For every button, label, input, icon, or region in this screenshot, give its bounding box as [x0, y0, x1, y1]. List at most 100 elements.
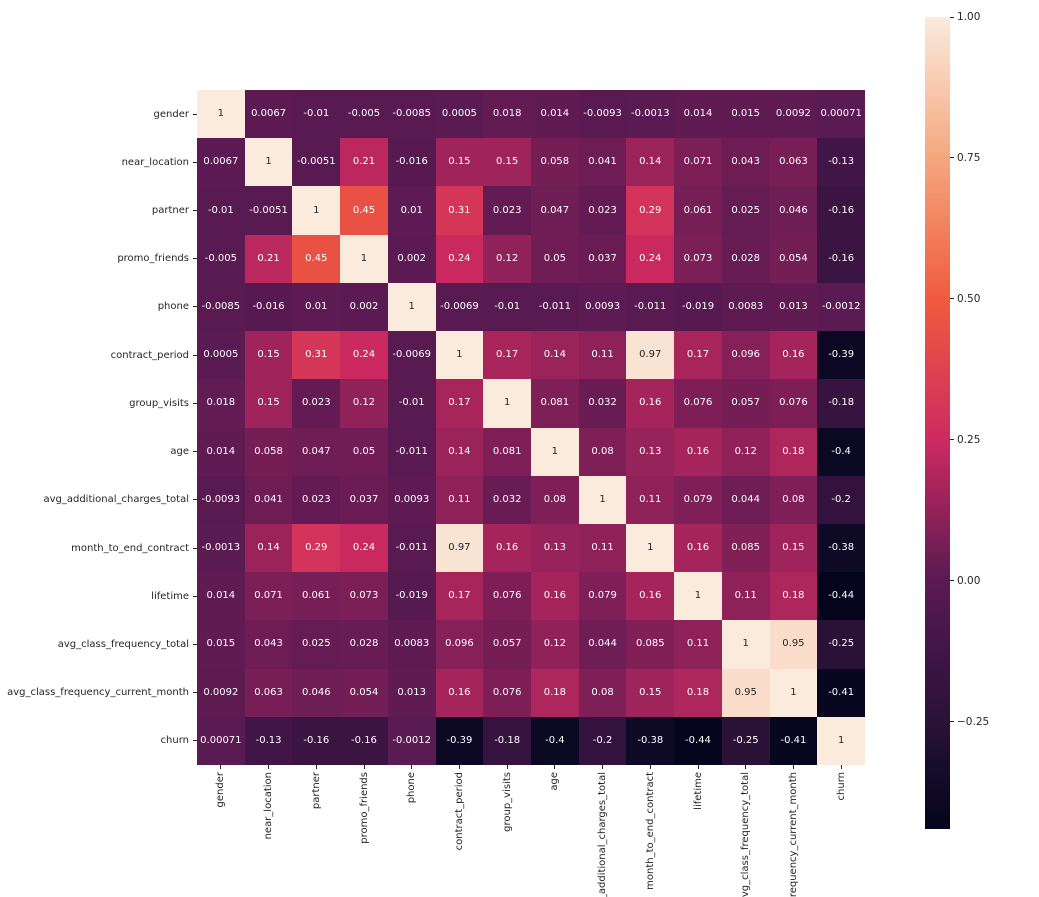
heatmap-cell: 0.16: [626, 379, 675, 428]
heatmap-cell: 0.11: [435, 475, 484, 524]
y-axis-label: avg_class_frequency_current_month: [7, 687, 189, 699]
heatmap-cell: 0.076: [483, 668, 531, 717]
y-axis-label: age: [170, 446, 189, 458]
heatmap-cell: -0.0013: [197, 523, 245, 573]
colorbar-tick-mark: [950, 298, 954, 300]
heatmap-cell: 0.047: [531, 186, 579, 235]
x-tick-mark: [411, 765, 413, 769]
heatmap-cell: -0.005: [197, 234, 245, 283]
heatmap-cell: 0.11: [674, 620, 722, 669]
heatmap-cell: 0.043: [244, 620, 293, 669]
heatmap-cell: 0.081: [483, 427, 531, 476]
heatmap-cell: -0.005: [340, 90, 388, 139]
heatmap-cell: -0.0012: [817, 282, 865, 332]
heatmap-cell: 0.16: [435, 668, 484, 717]
heatmap-cell: 0.24: [340, 331, 388, 380]
heatmap-cell: 0.01: [292, 282, 341, 332]
heatmap-cell: 1: [244, 138, 293, 187]
heatmap-cell: 0.11: [626, 475, 675, 524]
heatmap-cell: 0.16: [483, 523, 531, 573]
colorbar: [925, 17, 950, 829]
heatmap-cell: 0.24: [626, 234, 675, 283]
x-axis-label: churn: [835, 772, 847, 801]
x-axis-label: age: [549, 772, 561, 791]
heatmap-cell: 0.29: [292, 523, 341, 573]
heatmap-cell: -0.0012: [387, 716, 436, 765]
heatmap-cell: 0.014: [197, 572, 245, 621]
heatmap-cell: 0.032: [578, 379, 627, 428]
y-tick-mark: [193, 258, 197, 260]
heatmap-cell: 0.15: [244, 379, 293, 428]
x-tick-mark: [745, 765, 747, 769]
heatmap-cell: 0.14: [626, 138, 675, 187]
heatmap-cell: 0.081: [531, 379, 579, 428]
y-tick-mark: [193, 740, 197, 742]
heatmap-cell: 0.063: [769, 138, 818, 187]
heatmap-cell: 1: [483, 379, 531, 428]
heatmap-cell: 0.076: [769, 379, 818, 428]
heatmap-cell: 0.18: [674, 668, 722, 717]
heatmap-cell: 0.0067: [197, 138, 245, 187]
heatmap-cell: 0.12: [340, 379, 388, 428]
heatmap-cell: 0.014: [197, 427, 245, 476]
heatmap-cell: -0.2: [817, 475, 865, 524]
y-axis-label: group_visits: [129, 397, 189, 409]
heatmap-cell: -0.019: [387, 572, 436, 621]
heatmap-cell: 0.17: [435, 379, 484, 428]
y-tick-mark: [193, 210, 197, 212]
y-tick-mark: [193, 643, 197, 645]
heatmap-cell: 0.096: [435, 620, 484, 669]
heatmap-cell: 0.046: [769, 186, 818, 235]
heatmap-cell: 0.45: [292, 234, 341, 283]
heatmap-cell: -0.18: [817, 379, 865, 428]
heatmap-cell: 0.076: [674, 379, 722, 428]
heatmap-cell: 0.13: [626, 427, 675, 476]
colorbar-tick-mark: [950, 721, 954, 723]
colorbar-tick-label: 0.75: [957, 151, 981, 164]
heatmap-cell: 0.023: [292, 379, 341, 428]
heatmap-cell: 0.13: [531, 523, 579, 573]
heatmap-cell: 0.032: [483, 475, 531, 524]
x-tick-mark: [840, 765, 842, 769]
heatmap-cell: 0.12: [721, 427, 770, 476]
heatmap-cell: 0.061: [292, 572, 341, 621]
x-axis-label: near_location: [263, 772, 275, 840]
heatmap-cell: 0.11: [721, 572, 770, 621]
heatmap-cell: -0.25: [721, 716, 770, 765]
heatmap-cell: 0.21: [340, 138, 388, 187]
heatmap-cell: -0.016: [387, 138, 436, 187]
heatmap-cell: -0.41: [769, 716, 818, 765]
heatmap-cell: 0.97: [435, 523, 484, 573]
heatmap-cell: 0.071: [244, 572, 293, 621]
x-axis-label: avg_additional_charges_total: [597, 772, 609, 897]
heatmap-cell: 0.085: [721, 523, 770, 573]
y-axis-label: month_to_end_contract: [71, 542, 189, 554]
heatmap-cell: 1: [340, 234, 388, 283]
heatmap-cell: -0.16: [340, 716, 388, 765]
heatmap-cell: 0.0092: [769, 90, 818, 139]
heatmap-cell: 1: [435, 331, 484, 380]
y-tick-mark: [193, 161, 197, 163]
x-tick-mark: [697, 765, 699, 769]
heatmap-cell: 0.015: [197, 620, 245, 669]
heatmap-cell: 0.044: [578, 620, 627, 669]
heatmap-cell: 1: [387, 282, 436, 332]
heatmap-cell: 0.046: [292, 668, 341, 717]
x-tick-mark: [363, 765, 365, 769]
colorbar-tick-label: 0.25: [957, 433, 981, 446]
heatmap-cell: -0.011: [387, 427, 436, 476]
heatmap-cell: 1: [578, 475, 627, 524]
colorbar-tick-mark: [950, 580, 954, 582]
x-tick-mark: [220, 765, 222, 769]
heatmap-cell: 1: [769, 668, 818, 717]
x-axis-label: contract_period: [453, 772, 465, 851]
heatmap-cell: 0.018: [483, 90, 531, 139]
heatmap-cell: -0.01: [292, 90, 341, 139]
heatmap-cell: 0.18: [531, 668, 579, 717]
heatmap-cell: 0.063: [244, 668, 293, 717]
heatmap-cell: 0.08: [578, 427, 627, 476]
y-tick-mark: [193, 595, 197, 597]
heatmap-cell: 0.014: [531, 90, 579, 139]
heatmap-cell: 0.057: [483, 620, 531, 669]
heatmap-cell: 0.0067: [244, 90, 293, 139]
